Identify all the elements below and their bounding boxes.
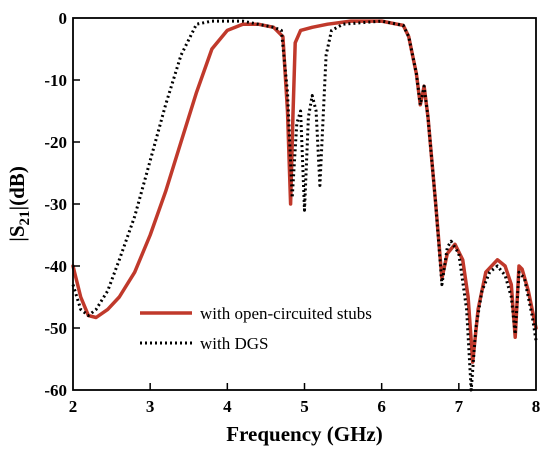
- x-tick-label: 7: [455, 397, 464, 416]
- legend-label-dgs: with DGS: [200, 334, 268, 353]
- y-tick-label: -40: [44, 257, 67, 276]
- series-line-dgs: [71, 19, 538, 392]
- y-tick-label: -10: [44, 71, 67, 90]
- y-axis-title-suffix: |(dB): [5, 166, 29, 210]
- y-axis-title-prefix: |S: [5, 225, 29, 241]
- x-tick-label: 3: [146, 397, 155, 416]
- x-tick-label: 2: [69, 397, 78, 416]
- x-tick-label: 8: [532, 397, 541, 416]
- x-tick-label: 4: [223, 397, 232, 416]
- y-axis-title: |S21|(dB): [5, 166, 33, 242]
- x-tick-label: 6: [377, 397, 386, 416]
- y-tick-label: -30: [44, 195, 67, 214]
- y-tick-label: -60: [44, 381, 67, 400]
- x-axis-ticks: 2 3 4 5 6 7 8: [69, 383, 541, 416]
- series-line-open-circuited-stubs: [71, 19, 538, 364]
- y-tick-label: -20: [44, 133, 67, 152]
- legend: with open-circuited stubs with DGS: [140, 304, 372, 353]
- y-axis-ticks: 0 -10 -20 -30 -40 -50 -60: [44, 9, 80, 400]
- x-axis-title: Frequency (GHz): [226, 422, 383, 446]
- y-tick-label: -50: [44, 319, 67, 338]
- legend-label-open-circuited-stubs: with open-circuited stubs: [200, 304, 372, 323]
- x-tick-label: 5: [300, 397, 309, 416]
- plot-curves: [71, 19, 538, 392]
- y-tick-label: 0: [59, 9, 68, 28]
- y-axis-title-subscript: 21: [17, 210, 33, 225]
